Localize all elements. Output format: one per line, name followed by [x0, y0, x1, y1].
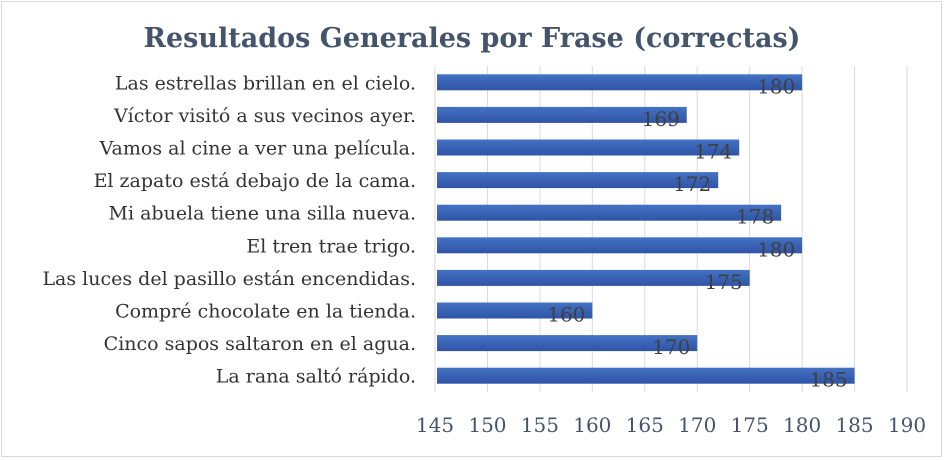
x-tick-label: 190 [888, 413, 926, 437]
x-tick-label: 175 [731, 413, 769, 437]
bar [437, 367, 855, 384]
category-label: Vamos al cine a ver una película. [99, 138, 416, 160]
category-label: El tren trae trigo. [246, 235, 416, 257]
data-label: 172 [673, 172, 711, 196]
x-tick-label: 170 [678, 413, 716, 437]
data-label: 178 [736, 205, 774, 229]
data-labels: 180 169 174 172 178 180 175 160 170 185 [547, 74, 847, 391]
category-label: Cinco sapos saltaron en el agua. [104, 333, 416, 355]
x-tick-label: 155 [521, 413, 559, 437]
data-label: 185 [809, 368, 847, 392]
x-axis-tick-labels: 145 150 155 160 165 170 175 180 185 190 [416, 413, 926, 437]
bar [437, 106, 687, 123]
data-label: 174 [694, 140, 732, 164]
bar [437, 204, 782, 221]
bar [437, 302, 593, 319]
bar [437, 74, 803, 91]
x-tick-label: 160 [573, 413, 611, 437]
bar [437, 269, 750, 286]
bar [437, 335, 698, 352]
category-label: Compré chocolate en la tienda. [115, 301, 416, 323]
category-label: Las estrellas brillan en el cielo. [115, 72, 416, 94]
bars [437, 74, 855, 384]
category-label: El zapato está debajo de la cama. [94, 170, 416, 192]
x-tick-label: 150 [468, 413, 506, 437]
category-label: Víctor visitó a sus vecinos ayer. [113, 105, 416, 127]
bar [437, 172, 719, 189]
data-label: 180 [757, 74, 795, 98]
chart-title: Resultados Generales por Frase (correcta… [144, 23, 801, 54]
category-label: Las luces del pasillo están encendidas. [42, 268, 416, 290]
x-tick-label: 165 [626, 413, 664, 437]
data-label: 160 [547, 303, 585, 327]
category-label: Mi abuela tiene una silla nueva. [109, 203, 416, 225]
category-label: La rana saltó rápido. [216, 366, 416, 388]
data-label: 175 [705, 270, 743, 294]
x-tick-label: 180 [783, 413, 821, 437]
data-label: 180 [757, 237, 795, 261]
data-label: 169 [642, 107, 680, 131]
bar [437, 139, 740, 156]
category-labels: Las estrellas brillan en el cielo. Víctor… [42, 72, 416, 387]
bar [437, 237, 803, 254]
data-label: 170 [652, 335, 690, 359]
x-tick-label: 185 [835, 413, 873, 437]
x-tick-label: 145 [416, 413, 454, 437]
